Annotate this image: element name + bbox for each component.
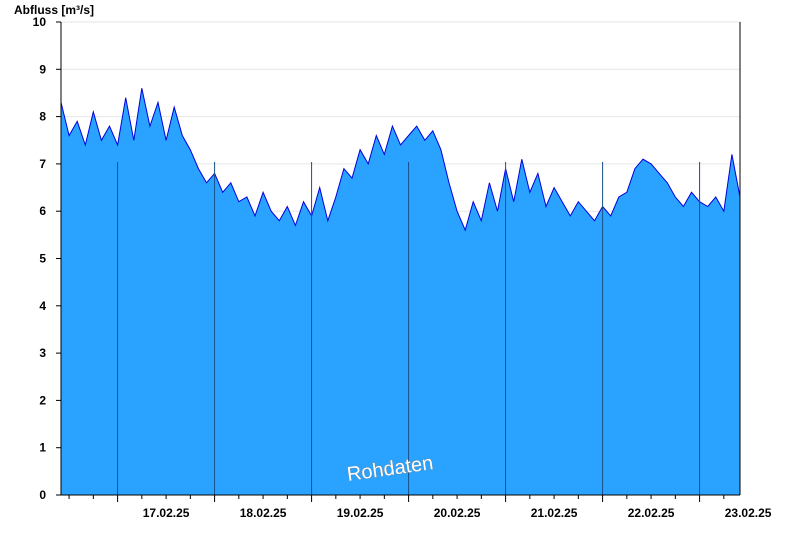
y-axis-ticks: 0 1 2 3 4 5 6 7 8 9 10	[33, 15, 61, 502]
series-area	[60, 88, 741, 495]
x-tick-label: 23.02.25	[725, 506, 772, 520]
x-tick-label: 20.02.25	[434, 506, 481, 520]
y-tick-label: 9	[39, 62, 46, 76]
series-line	[60, 88, 741, 232]
y-tick-label: 6	[39, 204, 46, 218]
x-tick-label: 17.02.25	[143, 506, 190, 520]
y-tick-label: 10	[33, 15, 47, 29]
x-tick-label: 22.02.25	[628, 506, 675, 520]
day-boundary-lines	[117, 162, 701, 495]
series-area-fill	[61, 88, 740, 495]
y-tick-label: 8	[39, 110, 46, 124]
x-tick-label: 18.02.25	[240, 506, 287, 520]
y-tick-label: 2	[39, 393, 46, 407]
y-tick-label: 0	[39, 488, 46, 502]
x-axis-ticks: 17.02.25 18.02.25 19.02.25 20.02.25 21.02.25…	[68, 495, 772, 520]
x-tick-label: 19.02.25	[337, 506, 384, 520]
y-tick-label: 7	[39, 157, 46, 171]
y-tick-label: 3	[39, 346, 46, 360]
y-tick-label: 5	[39, 252, 46, 266]
y-axis-title: Abfluss [m³/s]	[14, 3, 94, 17]
y-tick-label: 4	[39, 299, 46, 313]
y-tick-label: 1	[39, 441, 46, 455]
x-tick-label: 21.02.25	[531, 506, 578, 520]
